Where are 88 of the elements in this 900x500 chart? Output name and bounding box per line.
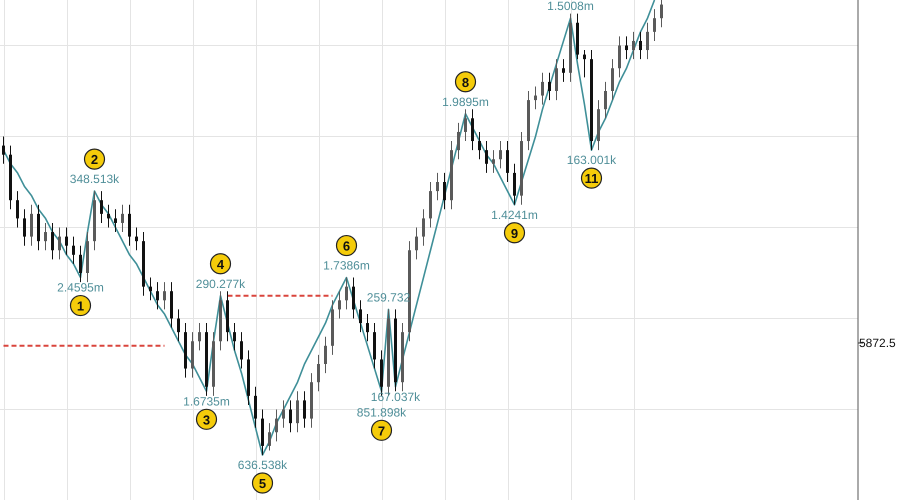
candlestick [443,172,446,210]
candlestick [366,313,369,342]
candlestick [65,227,68,256]
annotation: 167.037k [370,390,422,404]
candlestick [44,222,47,251]
candlestick [604,81,607,119]
candlestick [436,172,439,201]
annotation: 8 [462,74,470,90]
candlestick [632,31,635,60]
annotation: 1.7386m [323,258,370,273]
candlestick [289,400,292,433]
candlestick [121,204,124,233]
candlestick [2,136,5,164]
candlestick [156,282,159,310]
candlestick [324,336,327,374]
annotation: 1.9895m [442,94,489,109]
candlestick [149,277,152,301]
candlestick [352,277,355,319]
annotation: 1.5008m [547,0,594,14]
annotation: 348.513k [70,172,120,186]
candlestick [534,86,537,110]
candlestick [492,150,495,174]
candlestick [478,131,481,160]
candlestick [359,300,362,333]
candlestick [457,122,460,160]
candlestick [233,322,236,351]
candlestick [611,58,614,101]
annotation: 1.6735m [183,394,230,408]
annotation: 4 [216,256,225,272]
candlestick [345,277,348,310]
candlestick [485,140,488,174]
candlestick [23,208,26,246]
candlestick [513,163,516,206]
candlestick [72,236,75,264]
candlestick [506,140,509,182]
candlestick [107,204,110,228]
candlestick [58,227,61,260]
candlestick [317,354,320,392]
candlestick [268,422,271,451]
candlestick [100,190,103,224]
candlestick [499,140,502,169]
candlestick [653,8,656,42]
annotation: 636.538k [238,458,288,472]
annotation: 163.001k [566,153,618,168]
candlestick [128,204,131,246]
candlestick [471,108,474,151]
candlestick [282,400,285,428]
candlestick [422,208,425,246]
candlestick [254,386,257,428]
annotation: 2 [90,152,98,168]
candlestick [275,409,278,442]
candlestick [646,22,649,60]
annotation: 1.4241m [491,208,538,222]
candlestick [30,204,33,246]
candlestick [16,190,19,228]
candlestick [303,390,306,428]
candlestick [338,290,341,319]
candlestick [548,72,551,101]
candlestick [163,282,166,310]
candlestick [464,108,467,142]
annotation: 290.277k [196,276,246,291]
candlestick [51,222,54,260]
candlestick [114,208,117,233]
candlestick [541,72,544,106]
annotation: 9 [510,226,518,241]
candlestick [240,332,243,370]
annotation: 11 [584,171,598,186]
annotation: 851.898k [356,405,408,420]
annotation: 7 [378,423,386,438]
candlestick [555,58,558,101]
candlestick [639,31,642,60]
annotation: 2.4595m [57,280,104,295]
candlestick [583,50,586,78]
candlestick [562,58,565,82]
annotation: 5 [258,476,266,491]
candlestick [660,0,663,28]
text: 5872.5 [859,336,896,350]
candlestick [296,390,299,433]
candlestick [79,245,82,283]
annotation: 1 [76,298,84,314]
candlestick [625,36,628,60]
candlestick [177,308,180,342]
annotation: 3 [202,412,210,428]
candlestick [135,227,138,251]
annotation: 6 [342,238,350,254]
candlestick [618,36,621,78]
candlestick [198,322,201,351]
candlestick [415,227,418,260]
